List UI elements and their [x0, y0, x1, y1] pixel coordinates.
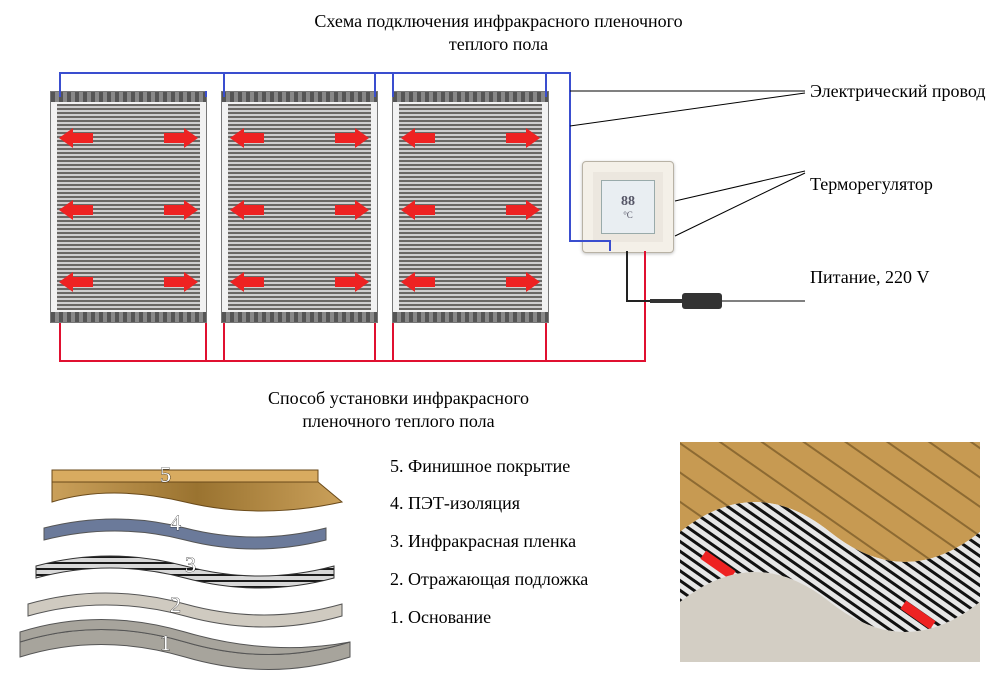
label-thermostat: Терморегулятор [810, 174, 985, 195]
heat-arrow-icon [164, 200, 198, 220]
layer-number: 4 [170, 510, 181, 535]
heat-arrow-icon [164, 128, 198, 148]
thermostat-unit: °C [623, 210, 633, 220]
label-power: Питание, 220 V [810, 267, 985, 288]
layer-number: 2 [170, 592, 181, 617]
layer-number: 3 [185, 552, 196, 577]
heat-arrow-icon [164, 272, 198, 292]
film-panels [50, 91, 549, 323]
layer-number: 1 [160, 630, 171, 655]
thermostat-temp: 88 [621, 194, 635, 210]
heat-arrow-icon [59, 200, 93, 220]
film-panel [392, 91, 549, 323]
heat-arrow-icon [59, 128, 93, 148]
thermostat-screen: 88 °C [601, 180, 655, 234]
legend-item: 3. Инфракрасная пленка [390, 523, 650, 561]
wiring-diagram-title: Схема подключения инфракрасного пленочно… [10, 10, 987, 57]
legend-item: 5. Финишное покрытие [390, 448, 650, 486]
film-panel [221, 91, 378, 323]
power-plug-icon [682, 293, 722, 309]
layer-stack: 5 4 3 2 1 [10, 442, 360, 672]
heat-arrow-icon [59, 272, 93, 292]
layer-legend: 5. Финишное покрытие 4. ПЭТ-изоляция 3. … [390, 442, 650, 637]
title-line1: Схема подключения инфракрасного пленочно… [314, 11, 682, 54]
install-title: Способ установки инфракрасногопленочного… [0, 387, 987, 434]
wiring-diagram: 88 °C [10, 61, 987, 381]
legend-item: 1. Основание [390, 599, 650, 637]
layer-number: 5 [160, 462, 171, 487]
install-diagram: 5 4 3 2 1 5. Финишное покрытие 4. ПЭТ-из… [10, 442, 987, 672]
legend-item: 2. Отражающая подложка [390, 561, 650, 599]
install-title-text: Способ установки инфракрасногопленочного… [268, 388, 529, 431]
label-wire: Электрический провод [810, 81, 985, 102]
legend-item: 4. ПЭТ-изоляция [390, 485, 650, 523]
film-panel [50, 91, 207, 323]
thermostat-icon: 88 °C [582, 161, 674, 253]
install-closeup [680, 442, 980, 662]
wiring-labels: Электрический провод Терморегулятор Пита… [810, 81, 985, 360]
